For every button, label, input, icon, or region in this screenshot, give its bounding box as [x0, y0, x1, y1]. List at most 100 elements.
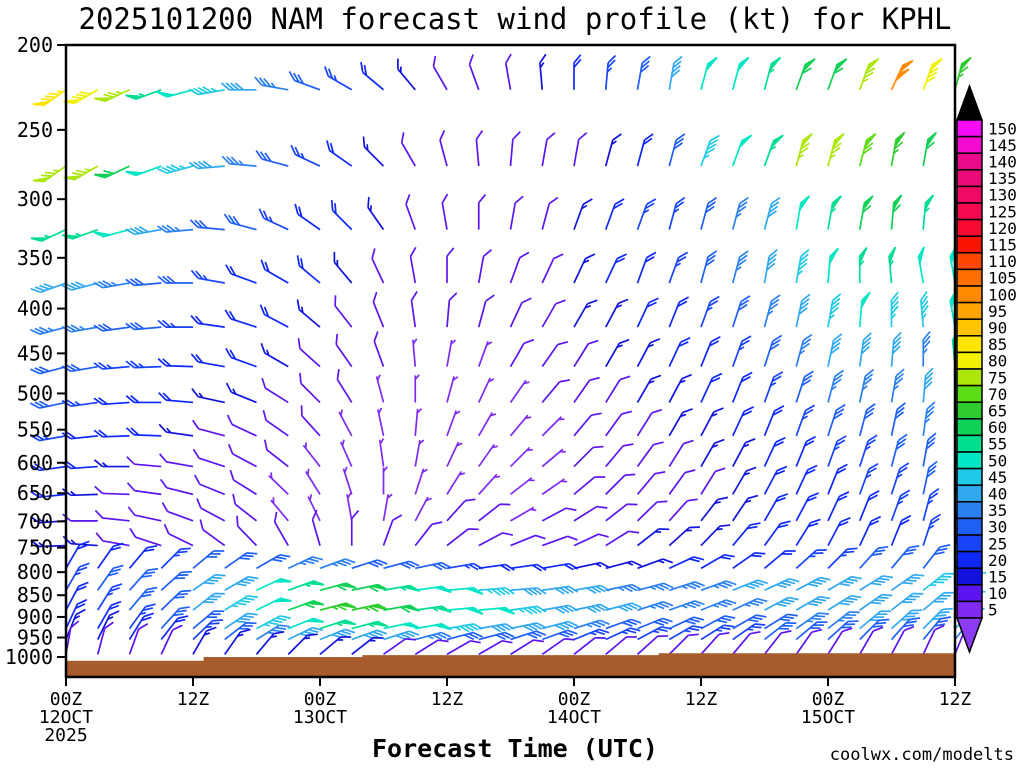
barb-feather: [263, 306, 270, 317]
barb-feather: [243, 554, 254, 558]
barb-pennant: [306, 580, 325, 586]
wind-barb: [541, 253, 564, 284]
y-tick-label: 1000: [5, 645, 53, 669]
barb-feather: [899, 462, 910, 470]
barb-feather: [865, 407, 875, 415]
wind-barb: [263, 439, 289, 468]
barb-feather: [644, 202, 655, 210]
wind-barb: [700, 196, 718, 230]
wind-barb: [573, 619, 610, 630]
barb-half-feather: [494, 475, 501, 479]
barb-feather: [336, 369, 340, 380]
barb-feather: [327, 68, 334, 79]
barb-half-feather: [706, 306, 713, 312]
barb-staff: [446, 441, 460, 467]
wind-barb: [415, 585, 452, 594]
barb-feather: [29, 434, 40, 442]
barb-feather: [134, 226, 145, 234]
barb-pennant: [798, 195, 811, 211]
barb-feather: [618, 338, 630, 345]
barb-staff: [573, 379, 591, 403]
barb-feather: [863, 373, 874, 382]
barb-feather: [594, 620, 606, 627]
wind-barb: [160, 547, 191, 569]
wind-barb: [636, 500, 668, 522]
colorbar-value-label: 75: [988, 368, 1007, 387]
wind-barb: [127, 506, 162, 522]
barb-feather: [787, 613, 798, 617]
barb-half-feather: [238, 160, 244, 166]
wind-barb: [605, 618, 642, 630]
barb-staff: [335, 344, 353, 368]
barb-feather: [685, 583, 697, 590]
wind-barb: [827, 435, 847, 467]
wind-barb: [125, 88, 162, 100]
barb-feather: [66, 399, 77, 407]
wind-barb: [668, 296, 690, 328]
wind-barb: [510, 605, 547, 615]
wind-barb: [261, 377, 289, 404]
barb-feather: [207, 579, 219, 582]
wind-barb: [415, 605, 452, 614]
wind-barb: [573, 198, 593, 230]
barb-feather: [775, 497, 786, 503]
barb-feather: [590, 622, 601, 628]
barb-feather: [751, 625, 762, 629]
barb-feather: [819, 595, 831, 600]
wind-barb: [287, 599, 325, 611]
y-tick-label: 450: [17, 341, 53, 365]
barb-feather: [909, 576, 921, 580]
barb-feather: [229, 469, 235, 481]
barb-feather: [336, 561, 347, 567]
barb-feather: [567, 620, 579, 627]
barb-feather: [739, 196, 749, 205]
barb-feather: [831, 297, 841, 306]
wind-barb: [224, 622, 257, 641]
barb-feather: [894, 411, 904, 420]
barb-feather: [777, 493, 789, 499]
wind-barb: [573, 253, 596, 284]
wind-barb: [30, 539, 67, 548]
barb-feather: [261, 377, 267, 389]
barb-feather: [273, 511, 278, 523]
barb-half-feather: [166, 427, 172, 434]
colorbar-value-label: 145: [988, 136, 1017, 155]
barb-feather: [832, 142, 842, 150]
barb-feather: [129, 278, 140, 286]
barb-feather: [109, 610, 120, 617]
barb-feather: [913, 573, 925, 577]
barb-feather: [194, 315, 204, 325]
barb-feather: [805, 404, 816, 412]
barb-half-feather: [829, 153, 836, 159]
wind-barb: [414, 639, 449, 656]
colorbar-value-label: 90: [988, 319, 1007, 338]
barb-staff: [231, 423, 257, 437]
barb-feather: [768, 303, 779, 311]
wind-barb: [922, 367, 934, 403]
barb-feather: [872, 625, 883, 628]
barb-feather: [142, 607, 154, 612]
barb-feather: [683, 439, 694, 445]
wind-barb: [128, 622, 149, 655]
barb-feather: [180, 589, 192, 593]
wind-barb: [256, 624, 290, 641]
barb-feather: [264, 261, 270, 273]
colorbar-value-label: 115: [988, 236, 1017, 255]
wind-barb: [287, 617, 325, 630]
barb-feather: [833, 333, 843, 341]
wind-barb: [446, 292, 458, 328]
barb-feather: [836, 435, 847, 442]
colorbar-swatch: [956, 534, 983, 553]
barb-staff: [509, 257, 521, 284]
barb-staff: [266, 449, 289, 468]
watermark-link[interactable]: coolwx.com/modelts: [830, 745, 1014, 765]
barb-feather: [769, 201, 780, 209]
barb-staff: [890, 630, 905, 655]
barb-half-feather: [526, 448, 533, 452]
wind-barb: [763, 196, 781, 230]
barb-feather: [894, 377, 904, 386]
barb-staff: [128, 628, 140, 655]
wind-barb: [351, 583, 389, 593]
barb-half-feather: [450, 339, 457, 345]
barb-feather: [94, 485, 104, 495]
